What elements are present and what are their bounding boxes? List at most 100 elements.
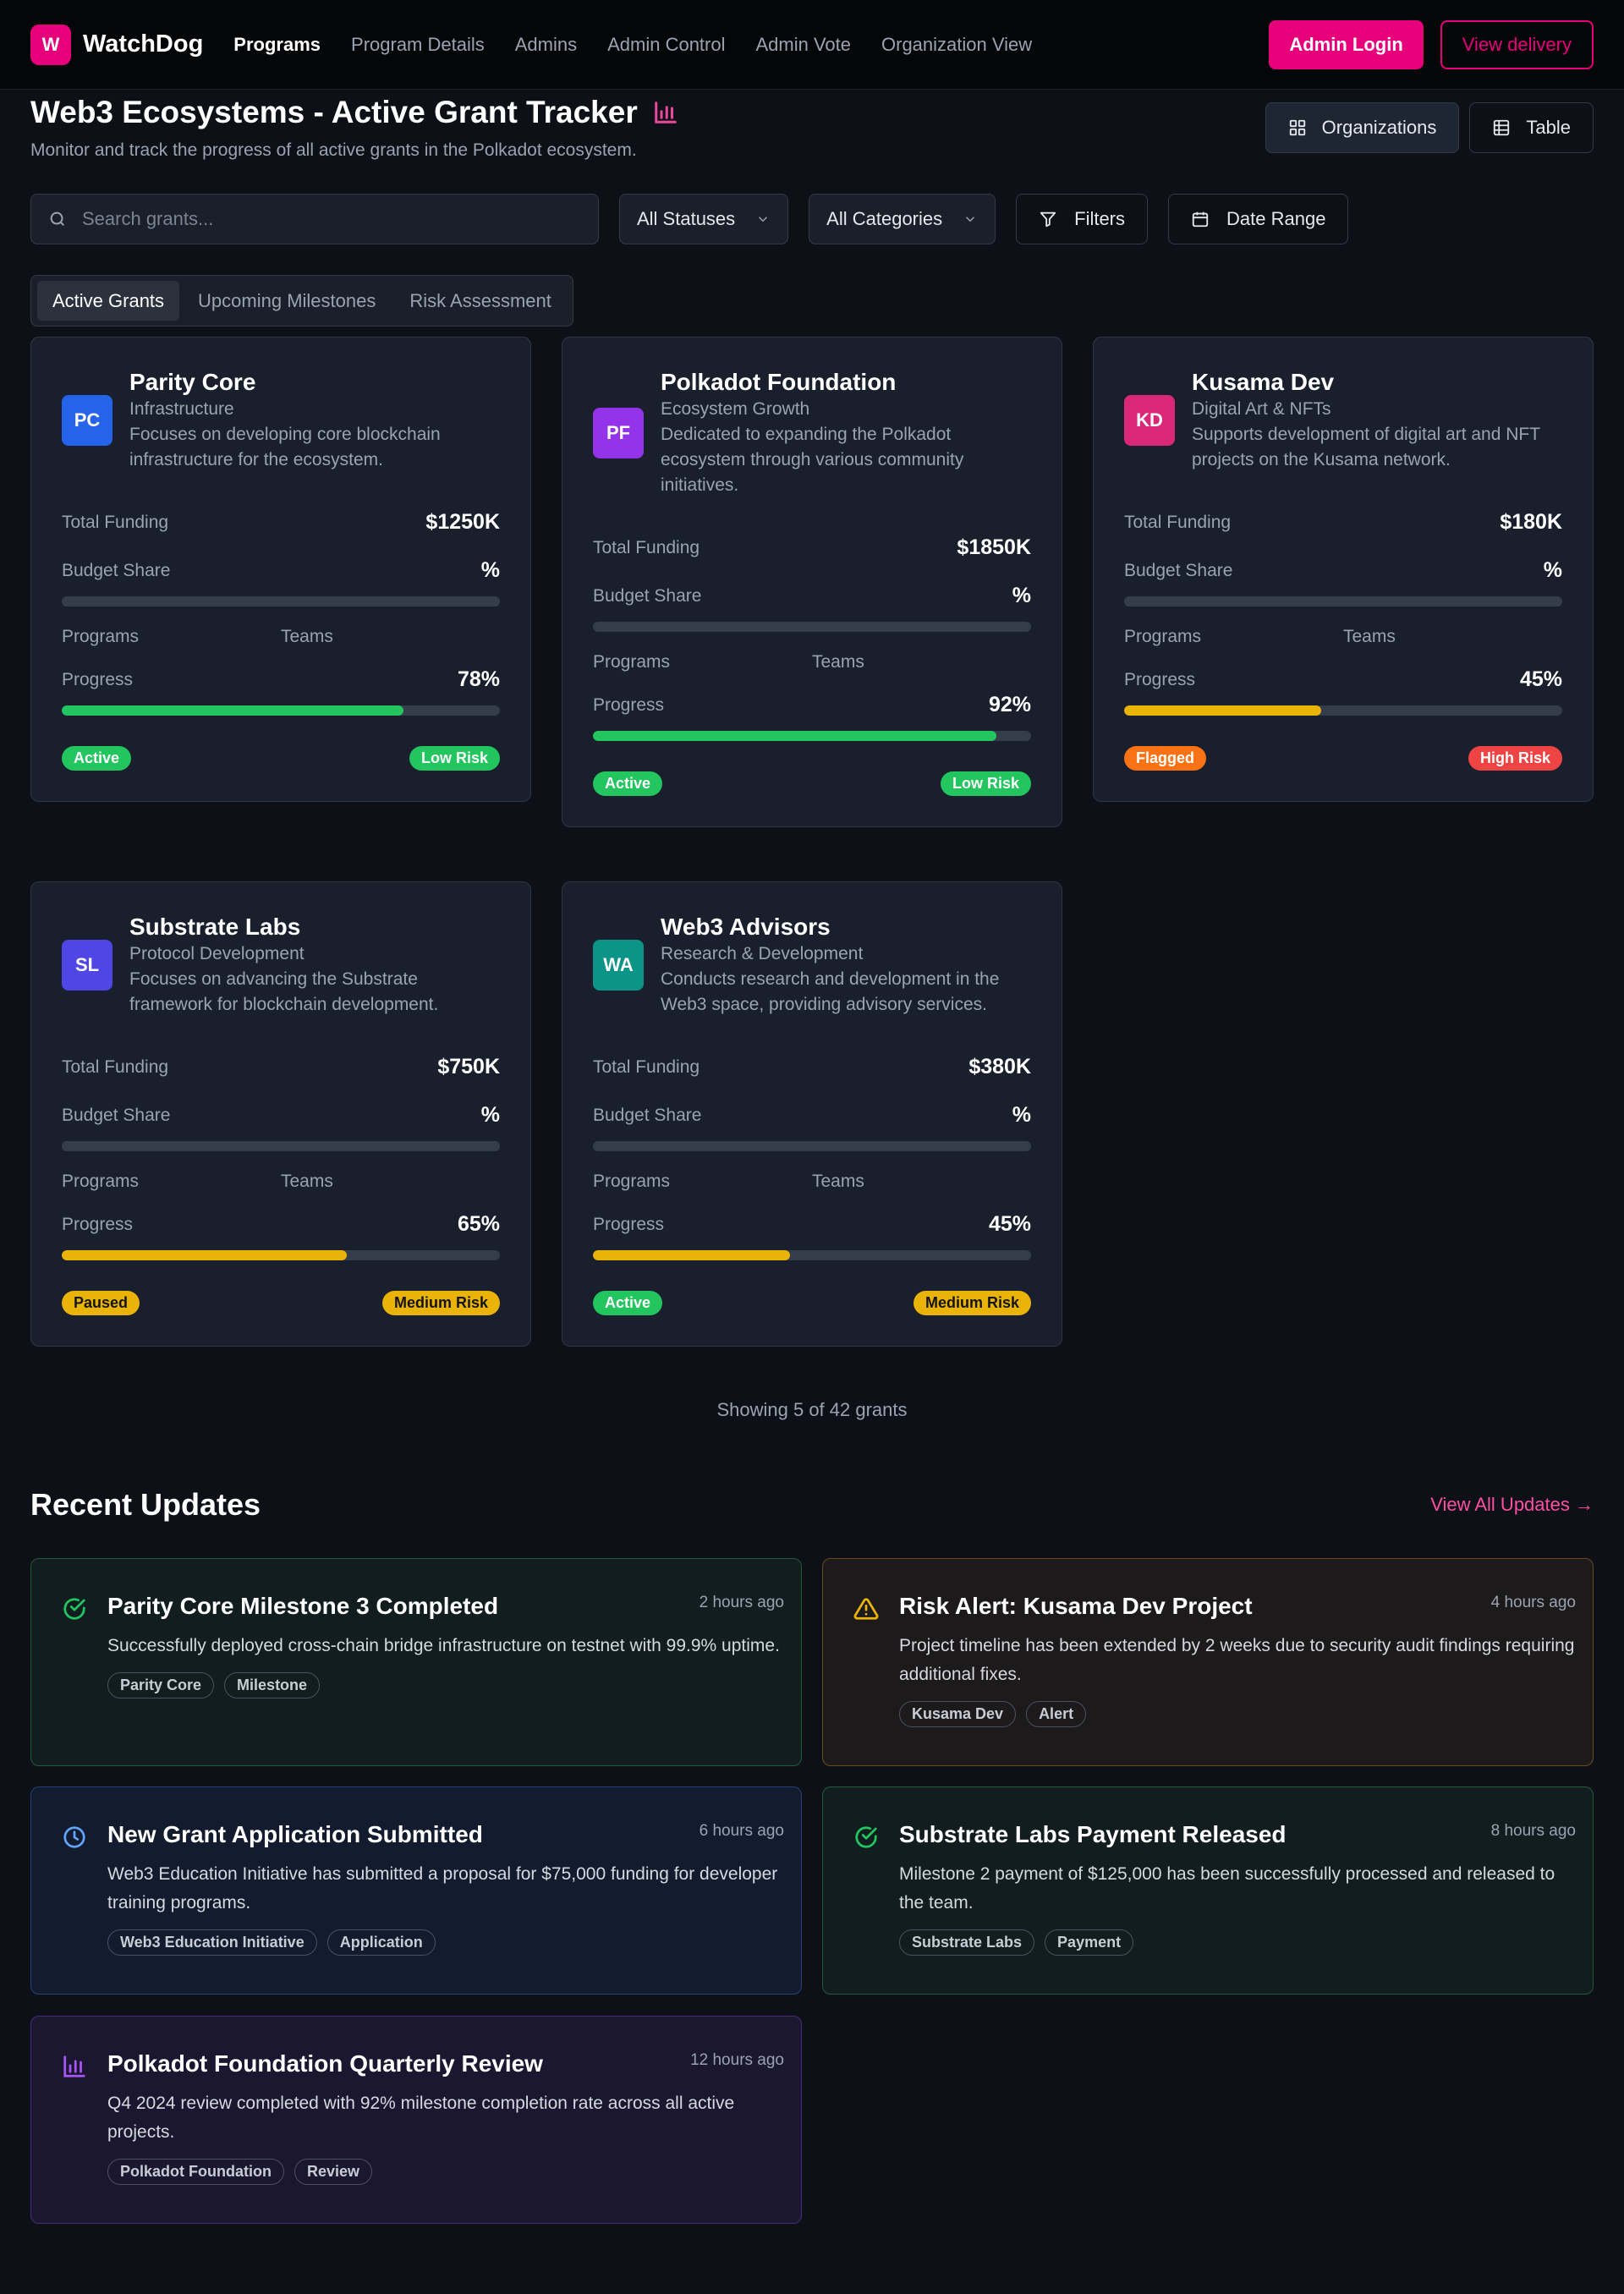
nav-link-organization-view[interactable]: Organization View [881, 33, 1033, 55]
grant-name: Web3 Advisors [661, 914, 831, 940]
grant-card[interactable]: WA Web3 Advisors Research & Development … [562, 881, 1062, 1347]
filters-button[interactable]: Filters [1016, 194, 1149, 244]
update-header: Substrate Labs Payment Released 8 hours … [899, 1819, 1576, 1850]
update-tag[interactable]: Substrate Labs [899, 1929, 1035, 1956]
programs-teams-row: Programs Teams [1124, 627, 1562, 647]
progress-bar [593, 1250, 1031, 1260]
progress-row: Progress 65% [62, 1212, 500, 1237]
tab-active-grants[interactable]: Active Grants [37, 281, 180, 321]
update-body: Risk Alert: Kusama Dev Project 4 hours a… [899, 1591, 1576, 1765]
budget-share-value: % [480, 558, 500, 582]
budget-share-value: % [1543, 558, 1562, 582]
grant-category: Research & Development [661, 944, 864, 963]
progress-value: 65% [457, 1212, 500, 1236]
update-tags: Web3 Education Initiative Application [107, 1929, 784, 1956]
grant-category: Infrastructure [129, 399, 234, 419]
logo-icon[interactable]: W [30, 24, 71, 65]
update-time: 2 hours ago [699, 1594, 784, 1611]
update-card[interactable]: Polkadot Foundation Quarterly Review 12 … [30, 2016, 802, 2224]
update-tag[interactable]: Payment [1045, 1929, 1134, 1956]
total-funding-value: $380K [968, 1055, 1031, 1078]
programs-label: Programs [62, 627, 140, 646]
grant-name: Polkadot Foundation [661, 369, 897, 395]
grant-description: Supports development of digital art and … [1192, 425, 1540, 469]
grant-card[interactable]: SL Substrate Labs Protocol Development F… [30, 881, 531, 1347]
update-tag[interactable]: Application [326, 1929, 436, 1956]
table-view-button[interactable]: Table [1469, 102, 1594, 153]
nav-link-admin-vote[interactable]: Admin Vote [755, 33, 851, 55]
total-funding-label: Total Funding [62, 512, 169, 532]
update-text: Web3 Education Initiative has submitted … [107, 1864, 778, 1913]
grant-badges: Paused Medium Risk [62, 1291, 500, 1315]
page-title-text: Web3 Ecosystems - Active Grant Tracker [30, 95, 638, 129]
update-tag[interactable]: Web3 Education Initiative [107, 1929, 317, 1956]
grant-card[interactable]: KD Kusama Dev Digital Art & NFTs Support… [1093, 337, 1594, 802]
nav-link-admin-control[interactable]: Admin Control [607, 33, 726, 55]
update-tag[interactable]: Kusama Dev [899, 1701, 1017, 1727]
top-navbar: W WatchDog Programs Program Details Admi… [0, 0, 1624, 90]
category-select[interactable]: All Categories [809, 194, 996, 244]
chevron-down-icon [759, 217, 768, 222]
programs-label: Programs [593, 652, 671, 672]
nav-link-program-details[interactable]: Program Details [351, 33, 485, 55]
total-funding-value: $1850K [957, 535, 1031, 559]
update-title: Risk Alert: Kusama Dev Project [899, 1593, 1253, 1619]
budget-share-bar [62, 1141, 500, 1151]
update-header: Risk Alert: Kusama Dev Project 4 hours a… [899, 1591, 1576, 1622]
progress-bar-fill [62, 705, 404, 716]
tab-risk-assessment[interactable]: Risk Assessment [409, 289, 551, 311]
update-card[interactable]: Parity Core Milestone 3 Completed 2 hour… [30, 1558, 802, 1766]
search-input[interactable]: Search grants... [30, 194, 599, 244]
view-delivery-button[interactable]: View delivery [1440, 19, 1594, 69]
grant-info: Web3 Advisors Research & Development Con… [661, 913, 1031, 1018]
update-card[interactable]: Risk Alert: Kusama Dev Project 4 hours a… [822, 1558, 1594, 1766]
filters-button-label: Filters [1074, 208, 1126, 229]
grant-name: Kusama Dev [1192, 369, 1335, 395]
grant-card-header: SL Substrate Labs Protocol Development F… [62, 913, 500, 1018]
update-header: Parity Core Milestone 3 Completed 2 hour… [107, 1591, 784, 1622]
update-tag[interactable]: Parity Core [107, 1672, 215, 1699]
grant-card[interactable]: PF Polkadot Foundation Ecosystem Growth … [562, 337, 1062, 827]
programs-label: Programs [62, 1172, 140, 1191]
update-header: New Grant Application Submitted 6 hours … [107, 1819, 784, 1850]
risk-badge: High Risk [1468, 746, 1562, 771]
grant-card[interactable]: PC Parity Core Infrastructure Focuses on… [30, 337, 531, 802]
risk-badge: Medium Risk [381, 1291, 500, 1315]
update-card[interactable]: Substrate Labs Payment Released 8 hours … [822, 1786, 1594, 1995]
grant-info: Substrate Labs Protocol Development Focu… [129, 913, 500, 1018]
progress-row: Progress 45% [593, 1212, 1031, 1237]
view-all-updates-link[interactable]: View All Updates → [1430, 1494, 1594, 1515]
progress-bar [593, 731, 1031, 741]
page-subtitle: Monitor and track the progress of all ac… [30, 140, 637, 160]
budget-share-value: % [1012, 1103, 1031, 1127]
total-funding-row: Total Funding $380K [593, 1055, 1031, 1079]
update-text: Milestone 2 payment of $125,000 has been… [899, 1864, 1555, 1913]
progress-label: Progress [593, 694, 665, 715]
organizations-view-button[interactable]: Organizations [1265, 102, 1460, 153]
status-select[interactable]: All Statuses [619, 194, 789, 244]
update-body: New Grant Application Submitted 6 hours … [107, 1819, 784, 1994]
update-card[interactable]: New Grant Application Submitted 6 hours … [30, 1786, 802, 1995]
brand-name[interactable]: WatchDog [83, 30, 204, 58]
progress-bar [1124, 705, 1562, 716]
total-funding-row: Total Funding $1250K [62, 510, 500, 535]
update-tag[interactable]: Milestone [224, 1672, 321, 1699]
nav-link-programs[interactable]: Programs [233, 33, 321, 55]
update-tag[interactable]: Polkadot Foundation [107, 2159, 284, 2185]
update-tag[interactable]: Alert [1026, 1701, 1087, 1727]
search-icon [50, 211, 65, 227]
nav-link-admins[interactable]: Admins [514, 33, 578, 55]
grant-avatar: SL [62, 940, 112, 991]
date-range-button[interactable]: Date Range [1168, 194, 1349, 244]
progress-value: 45% [1519, 667, 1562, 691]
admin-login-button[interactable]: Admin Login [1269, 19, 1424, 69]
update-tags: Kusama Dev Alert [899, 1701, 1576, 1727]
update-tag[interactable]: Review [294, 2159, 373, 2185]
update-body: Substrate Labs Payment Released 8 hours … [899, 1819, 1576, 1994]
tab-upcoming-milestones[interactable]: Upcoming Milestones [198, 289, 376, 311]
progress-label: Progress [62, 669, 134, 689]
programs-teams-row: Programs Teams [62, 627, 500, 647]
chevron-down-icon [966, 217, 975, 222]
progress-bar-fill [593, 731, 996, 741]
progress-bar-fill [1124, 705, 1322, 716]
